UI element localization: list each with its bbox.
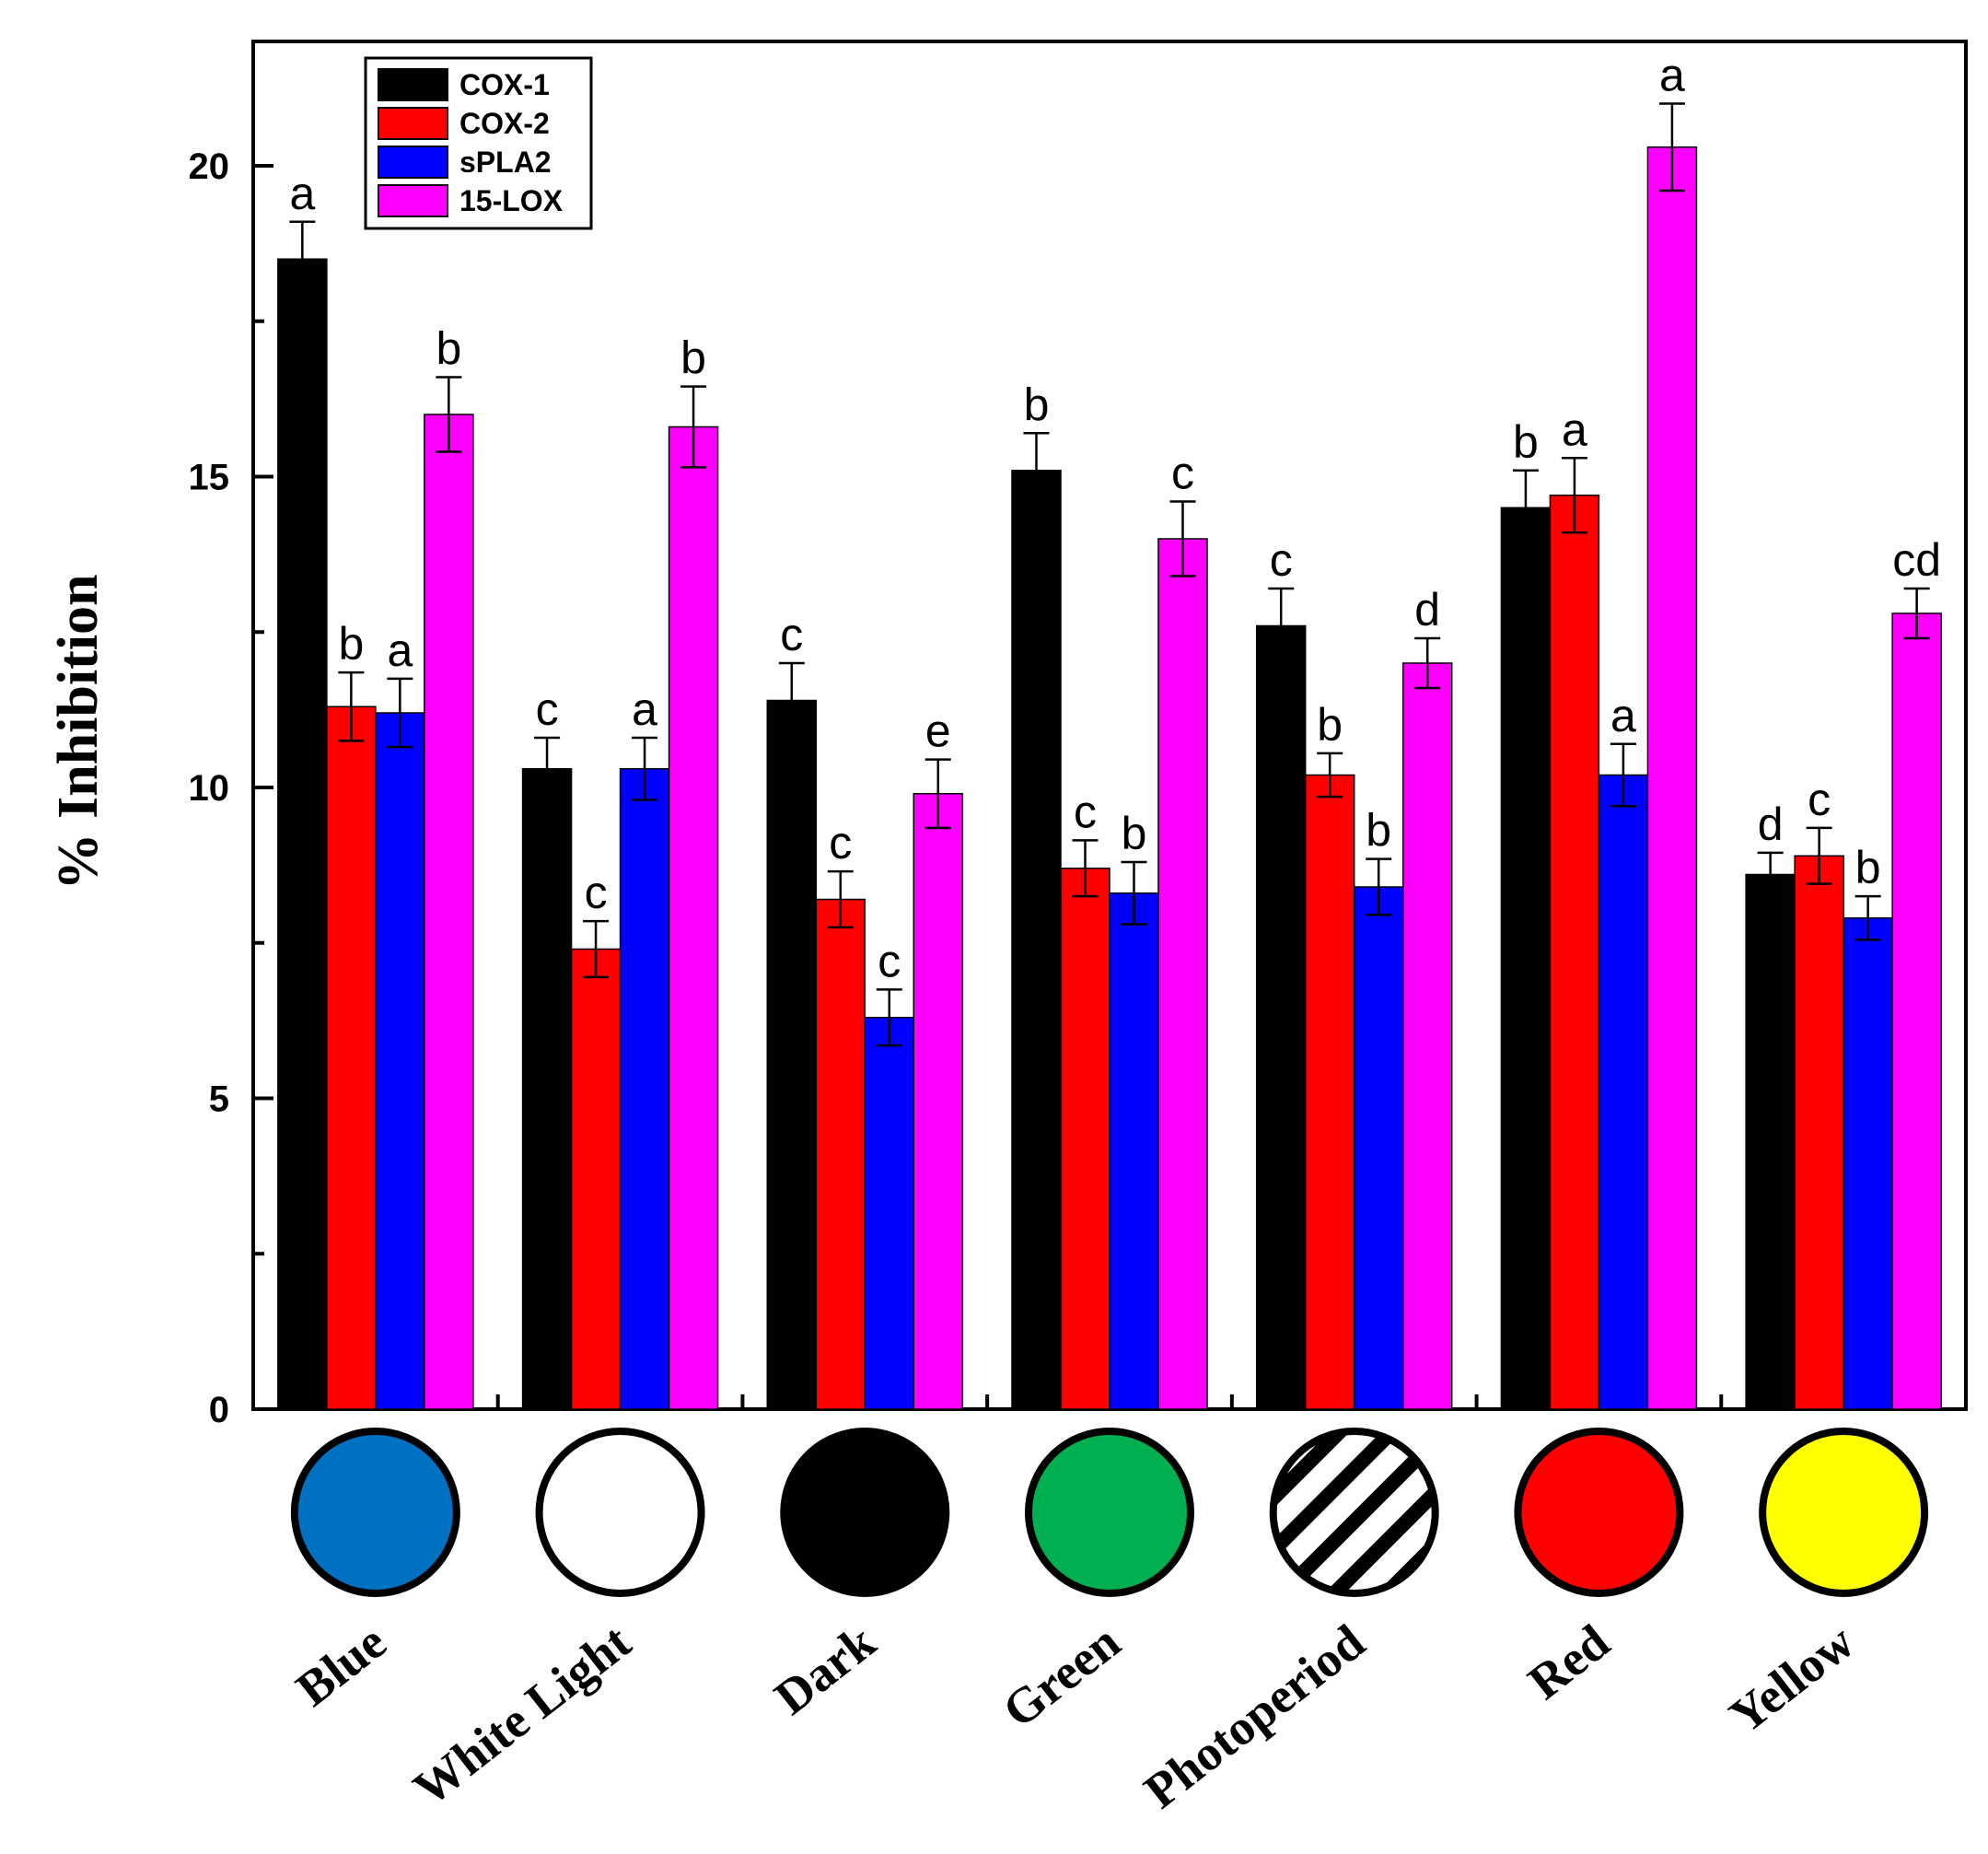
significance-label: b: [1366, 805, 1391, 857]
bar-cox-2-red: [1549, 495, 1600, 1409]
significance-label: b: [680, 332, 706, 384]
legend-label-spla2: sPLA2: [459, 146, 552, 179]
significance-label: d: [1414, 584, 1440, 635]
significance-label: d: [1758, 799, 1784, 850]
y-tick-label: 20: [189, 146, 230, 187]
significance-label: b: [1317, 699, 1343, 751]
swatch-green: [1025, 1428, 1194, 1597]
bar-cox-2-white-light: [570, 948, 622, 1409]
x-category-label: Yellow: [1719, 1614, 1864, 1743]
bar-cox-2-dark: [815, 898, 866, 1409]
bar-cox-1-red: [1500, 507, 1552, 1409]
x-category-label: Dark: [764, 1614, 886, 1725]
bar-spla2-green: [1109, 892, 1159, 1409]
bar-spla2-photoperiod: [1353, 886, 1404, 1409]
significance-label: c: [1171, 448, 1194, 499]
bar-cox-2-green: [1060, 868, 1110, 1409]
x-category-label: Red: [1518, 1614, 1620, 1710]
significance-label: a: [1562, 403, 1587, 455]
y-tick-label: 0: [209, 1390, 229, 1430]
legend-swatch-15-lox: [378, 184, 448, 217]
significance-label: c: [585, 867, 608, 918]
significance-label: e: [925, 705, 951, 757]
legend-swatch-cox-1: [378, 68, 448, 101]
bar-cox-1-white-light: [521, 768, 573, 1409]
bar-spla2-dark: [864, 1017, 915, 1409]
significance-label: a: [1610, 690, 1636, 741]
bar-15-lox-photoperiod: [1401, 662, 1453, 1409]
x-category-label: White Light: [403, 1614, 641, 1816]
significance-label: cd: [1892, 534, 1941, 586]
bar-spla2-blue: [375, 712, 425, 1409]
bar-cox-1-photoperiod: [1255, 624, 1307, 1409]
significance-label: c: [878, 935, 901, 986]
significance-label: c: [1808, 774, 1831, 825]
bar-15-lox-red: [1646, 146, 1698, 1409]
significance-label: c: [1270, 534, 1293, 586]
legend: COX-1 COX-2 sPLA2 15-LOX: [364, 56, 593, 230]
x-axis: [495, 1394, 1724, 1409]
error-bars-layer: [289, 102, 1930, 1047]
significance-label: b: [1024, 379, 1050, 430]
legend-label-15-lox: 15-LOX: [459, 184, 564, 217]
significance-label: b: [1122, 808, 1147, 859]
swatch-dark: [780, 1428, 950, 1597]
bar-15-lox-white-light: [668, 426, 719, 1409]
significance-label: c: [780, 609, 803, 660]
bar-cox-2-photoperiod: [1304, 774, 1355, 1409]
significance-label: a: [387, 624, 413, 676]
bar-cox-1-green: [1011, 470, 1062, 1409]
bar-15-lox-yellow: [1891, 612, 1942, 1409]
legend-label-cox-2: COX-2: [459, 107, 550, 140]
legend-label-cox-1: COX-1: [459, 68, 550, 101]
y-tick-label: 10: [189, 768, 230, 809]
bar-spla2-red: [1598, 774, 1649, 1409]
bar-15-lox-blue: [424, 414, 474, 1409]
swatch-red: [1514, 1428, 1684, 1597]
legend-swatch-cox-2: [378, 107, 448, 140]
bar-cox-2-yellow: [1794, 855, 1844, 1409]
significance-label: c: [536, 683, 559, 735]
category-swatches-layer: Blue White Light Dark Green Photoperiod Red Ye…: [286, 1428, 1929, 1819]
bar-15-lox-green: [1157, 538, 1208, 1409]
significance-label: a: [1659, 50, 1685, 101]
y-axis: 0 5 10 15 20: [189, 146, 273, 1430]
significance-label: b: [1513, 416, 1539, 468]
significance-label: c: [1074, 786, 1097, 837]
legend-swatch-spla2: [378, 146, 448, 179]
swatch-yellow: [1759, 1428, 1929, 1597]
y-tick-label: 15: [189, 458, 230, 498]
x-category-label: Blue: [286, 1614, 397, 1717]
bar-cox-1-yellow: [1745, 873, 1796, 1409]
significance-label: b: [338, 618, 364, 670]
x-category-label: Photoperiod: [1134, 1614, 1376, 1819]
significance-label: b: [1855, 842, 1881, 893]
swatch-photoperiod: [1269, 1428, 1439, 1597]
bars-layer: [277, 146, 1942, 1409]
bar-15-lox-dark: [913, 793, 964, 1409]
bar-spla2-white-light: [619, 768, 670, 1409]
swatch-white-light: [535, 1428, 705, 1597]
bar-cox-2-blue: [326, 705, 377, 1409]
swatch-blue: [290, 1428, 460, 1597]
significance-label: a: [632, 683, 657, 735]
bar-cox-1-blue: [277, 258, 328, 1409]
y-tick-label: 5: [209, 1079, 229, 1120]
bar-spla2-yellow: [1843, 917, 1893, 1409]
y-axis-label: % Inhibition: [47, 575, 110, 891]
significance-label: c: [829, 817, 852, 869]
significance-label: b: [436, 323, 461, 375]
x-category-label: Green: [993, 1614, 1131, 1738]
significance-label: a: [289, 168, 315, 219]
bar-cox-1-dark: [766, 699, 818, 1409]
